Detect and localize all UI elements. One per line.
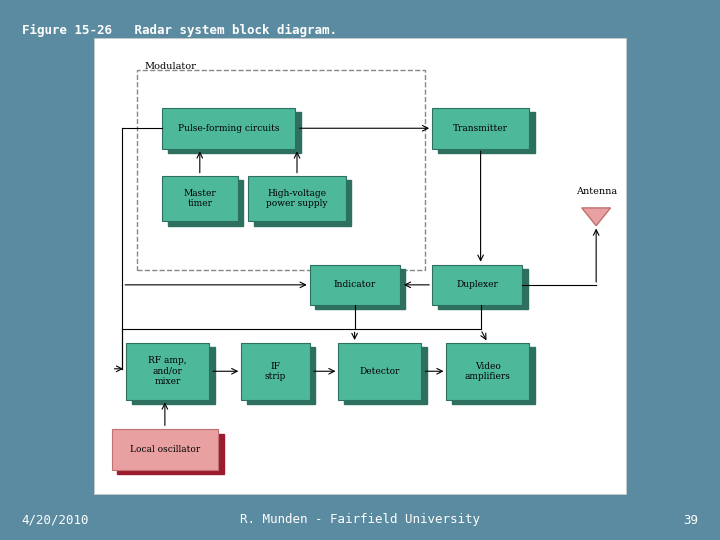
Text: R. Munden - Fairfield University: R. Munden - Fairfield University [240,514,480,526]
Text: Antenna: Antenna [576,187,617,197]
FancyBboxPatch shape [117,434,224,474]
FancyBboxPatch shape [168,180,243,226]
FancyBboxPatch shape [438,269,528,309]
FancyBboxPatch shape [315,269,405,309]
FancyBboxPatch shape [446,343,529,400]
FancyBboxPatch shape [112,429,218,470]
Text: Detector: Detector [359,367,400,376]
Text: 39: 39 [683,514,698,526]
FancyBboxPatch shape [248,176,346,221]
FancyBboxPatch shape [247,347,315,404]
FancyBboxPatch shape [338,343,421,400]
FancyBboxPatch shape [162,108,295,148]
FancyBboxPatch shape [94,38,626,494]
FancyBboxPatch shape [432,108,529,148]
FancyBboxPatch shape [168,112,301,153]
FancyBboxPatch shape [310,265,400,305]
Text: Video
amplifiers: Video amplifiers [465,362,510,381]
FancyBboxPatch shape [452,347,535,404]
FancyBboxPatch shape [438,112,535,153]
FancyBboxPatch shape [162,176,238,221]
Text: Duplexer: Duplexer [456,280,498,289]
Text: Pulse-forming circuits: Pulse-forming circuits [178,124,279,133]
FancyBboxPatch shape [432,265,522,305]
FancyBboxPatch shape [344,347,427,404]
Text: Figure 15-26   Radar system block diagram.: Figure 15-26 Radar system block diagram. [22,24,337,37]
FancyBboxPatch shape [254,180,351,226]
Text: Modulator: Modulator [144,62,196,71]
Text: IF
strip: IF strip [265,362,286,381]
Text: RF amp,
and/or
mixer: RF amp, and/or mixer [148,356,186,386]
FancyBboxPatch shape [241,343,310,400]
Text: Transmitter: Transmitter [453,124,508,133]
Text: High-voltage
power supply: High-voltage power supply [266,189,328,208]
Text: Local oscillator: Local oscillator [130,445,200,454]
Text: 4/20/2010: 4/20/2010 [22,514,89,526]
Text: Indicator: Indicator [333,280,376,289]
FancyBboxPatch shape [126,343,209,400]
Text: Master
timer: Master timer [184,189,216,208]
Polygon shape [582,208,611,226]
FancyBboxPatch shape [132,347,215,404]
